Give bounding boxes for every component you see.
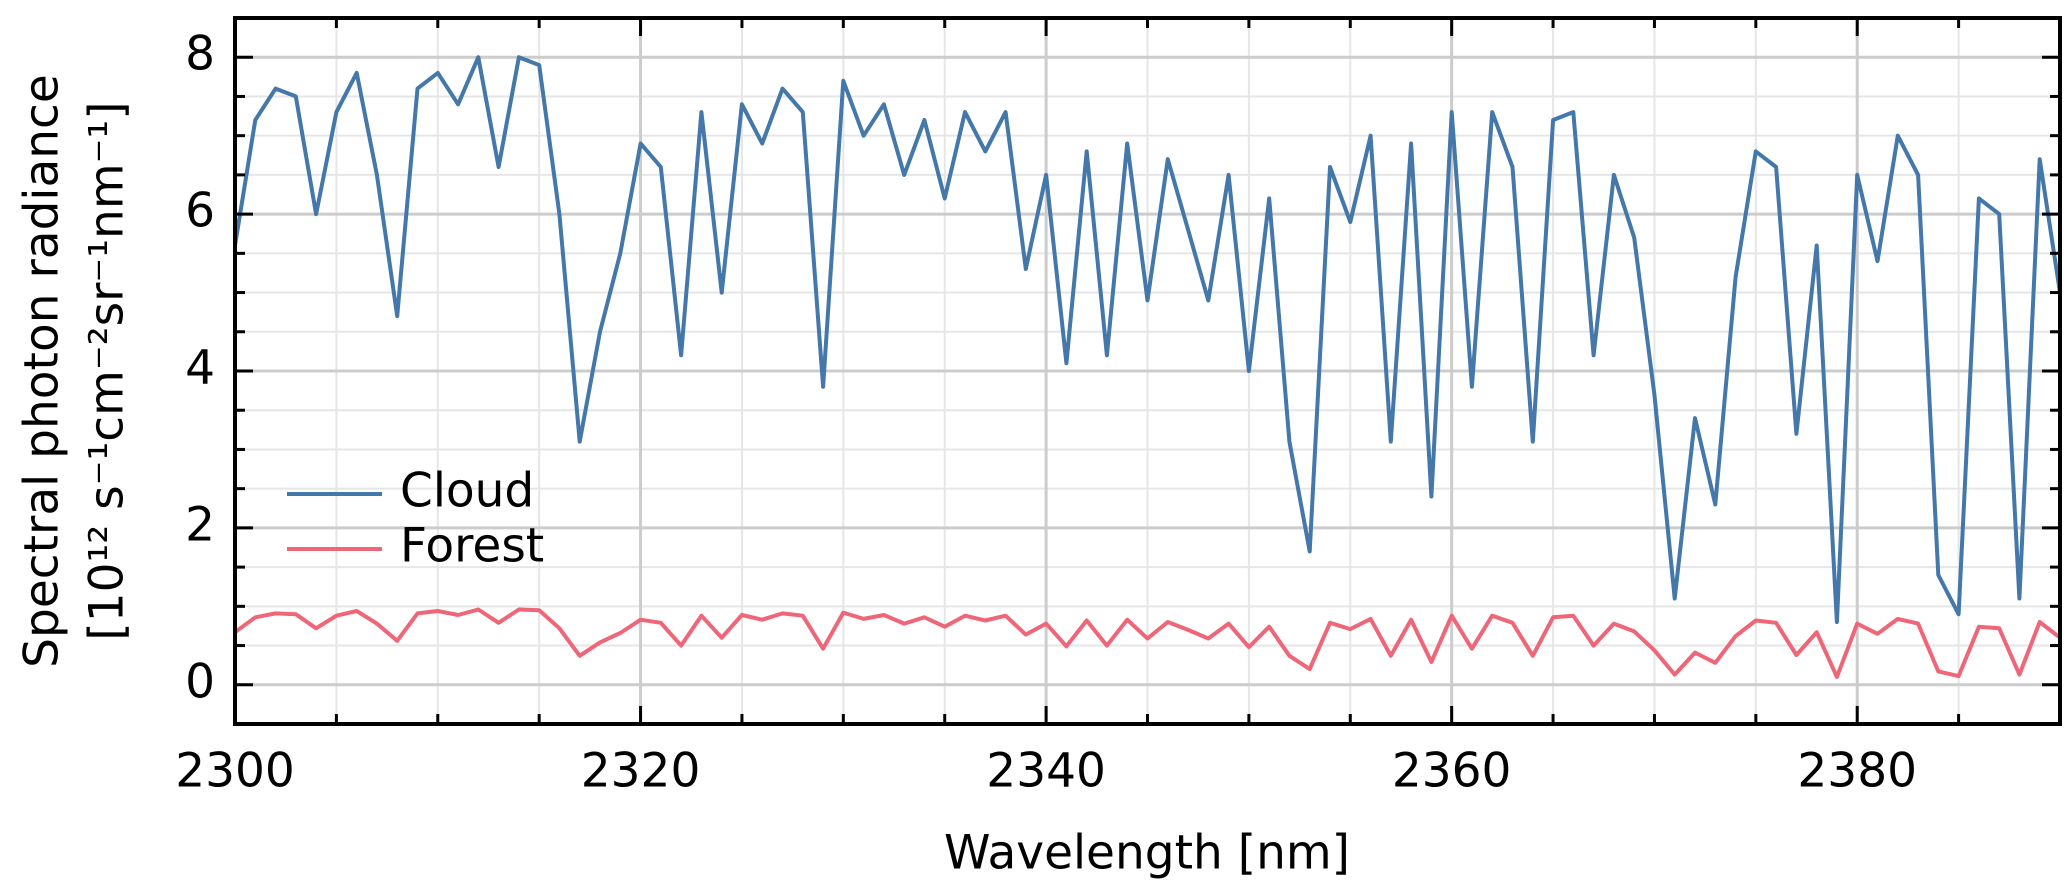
y-tick-label: 4	[185, 341, 215, 396]
grid	[233, 18, 2060, 724]
plot-lines	[233, 55, 2062, 679]
plot-frame	[233, 16, 2062, 726]
y-tick-label: 8	[185, 27, 215, 82]
x-tick-label: 2360	[1392, 744, 1512, 799]
y-tick-label: 6	[185, 184, 215, 239]
y-axis-label: [10¹² s⁻¹cm⁻²sr⁻¹nm⁻¹]	[80, 101, 135, 640]
data-line	[233, 55, 2062, 624]
x-axis-label: Wavelength [nm]	[944, 826, 1350, 881]
x-tick-label: 2340	[986, 744, 1106, 799]
legend-label: Cloud	[400, 464, 534, 519]
y-tick-label: 2	[185, 497, 215, 552]
y-axis-label: Spectral photon radiance	[15, 74, 70, 668]
x-tick-label: 2320	[581, 744, 701, 799]
x-tick-label: 2300	[175, 744, 295, 799]
data-line	[233, 607, 2062, 679]
x-tick-label: 2380	[1797, 744, 1917, 799]
legend-label: Forest	[400, 519, 544, 574]
ticks: 2300 2320 2340 2360 2380 0 2 4 6 8	[175, 18, 2060, 799]
y-tick-label: 0	[185, 654, 215, 709]
